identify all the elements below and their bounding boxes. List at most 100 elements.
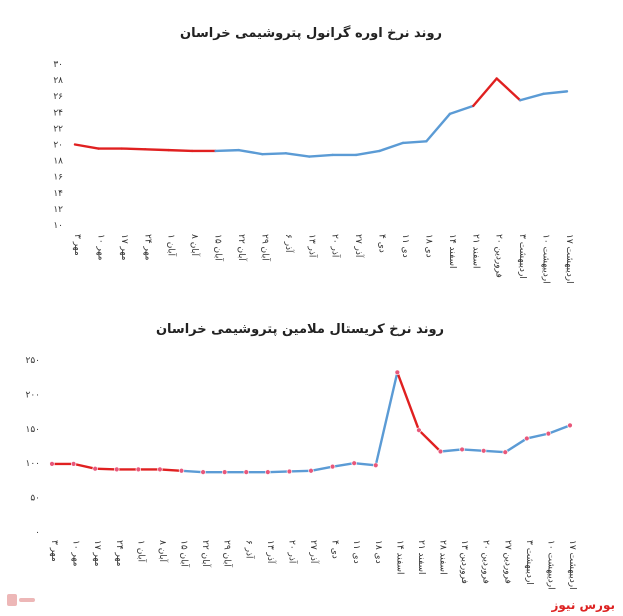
line-segment — [354, 149, 381, 157]
y-tick-label: ۵۰ — [30, 494, 40, 504]
x-tick-label: ۲۷ فروردین — [502, 540, 512, 584]
x-tick-label: ۱۵ آبان — [213, 234, 225, 261]
x-tick-label: ۲۰ فروردین — [481, 540, 491, 584]
x-tick-label: ۳ مهر — [49, 540, 59, 562]
y-tick-label: ۱۴ — [53, 189, 63, 199]
x-tick-label: ۴ دی — [330, 540, 340, 559]
line-segment — [542, 90, 569, 95]
line-segment — [120, 147, 147, 151]
x-tick-label: ۱۵ آبان — [179, 540, 191, 567]
line-segment — [308, 153, 334, 158]
y-tick-label: ۱۰ — [53, 221, 63, 231]
x-tick-label: ۱۱ دی — [351, 540, 361, 564]
x-tick-label: ۱۸ دی — [423, 234, 433, 258]
line-segment — [448, 104, 475, 116]
data-point — [114, 466, 120, 473]
data-point — [416, 427, 422, 433]
line-segment — [309, 465, 334, 472]
x-tick-label: ۱۰ اردیبهشت — [541, 234, 551, 284]
x-tick-label: ۱۳ آذر — [265, 540, 277, 564]
line-segment — [352, 461, 377, 467]
y-tick-label: ۲۵۰ — [25, 356, 40, 366]
data-point — [524, 435, 530, 442]
line-segment — [417, 428, 442, 453]
x-tick-label: ۲۰ آذر — [286, 540, 298, 564]
line-segment — [214, 148, 241, 153]
line-segment — [525, 432, 550, 440]
x-tick-label: ۲۱ اسفند — [416, 540, 426, 575]
chart-title: روند نرخ کریستال ملامین پتروشیمی خراسان — [156, 322, 444, 337]
x-tick-label: ۱۰ مهر — [71, 540, 81, 567]
data-point — [70, 461, 77, 467]
x-tick-label: ۲۰ آذر — [330, 234, 342, 258]
line-segment — [144, 148, 170, 152]
x-tick-label: ۲۲ آبان — [200, 540, 212, 567]
data-point — [437, 448, 444, 455]
x-tick-label: ۶ آذر — [283, 234, 295, 253]
data-point — [351, 460, 357, 466]
x-tick-label: ۲۸ اسفند — [438, 540, 448, 575]
x-tick-label: ۱۷ مهر — [119, 234, 129, 261]
data-point — [373, 462, 379, 468]
line-segment — [460, 448, 485, 453]
data-point — [459, 446, 465, 453]
data-point — [394, 369, 401, 376]
x-tick-label: ۱۰ اردیبهشت — [545, 540, 555, 590]
y-tick-label: ۱۶ — [53, 173, 63, 183]
y-tick-label: ۳۰ — [53, 60, 63, 70]
line-segment — [158, 468, 183, 472]
y-tick-label: ۱۲ — [53, 205, 63, 215]
y-tick-label: ۲۰۰ — [25, 390, 40, 400]
urea-price-chart: روند نرخ اوره گرانول پتروشیمی خراسان ۱۰ ۱… — [53, 25, 574, 284]
x-tick-label: ۳ اردیبهشت — [517, 234, 527, 279]
x-tick-label: ۱۱ دی — [400, 234, 410, 258]
data-point — [200, 469, 206, 475]
y-tick-label: ۱۸ — [53, 157, 63, 167]
x-tick-label: ۱۴ اسفند — [394, 540, 404, 575]
x-tick-label: ۱ آبان — [135, 540, 147, 563]
x-tick-label: ۶ آذر — [243, 540, 255, 559]
data-point — [157, 466, 163, 473]
line-segment — [266, 470, 291, 474]
x-tick-label: ۲۱ اسفند — [470, 234, 480, 269]
melamine-price-chart: روند نرخ کریستال ملامین پتروشیمی خراسان … — [25, 322, 577, 590]
x-tick-label: ۲۰ فروردین — [494, 234, 504, 278]
x-tick-label: ۴ دی — [377, 234, 387, 253]
line-segment — [93, 467, 118, 471]
x-tick-label: ۲۴ مهر — [114, 540, 124, 567]
line-segment — [518, 92, 545, 102]
x-tick-label: ۱۴ اسفند — [447, 234, 457, 269]
y-tick-label: ۰ — [35, 528, 40, 538]
line-segment — [495, 77, 522, 102]
data-point — [502, 449, 508, 455]
line-segment — [73, 143, 100, 150]
line-segment — [504, 437, 529, 454]
watermark-icon — [7, 594, 35, 606]
data-point — [135, 466, 142, 473]
x-tick-label: ۱۷ اردیبهشت — [567, 540, 577, 590]
data-point — [178, 468, 185, 474]
data-point — [265, 469, 271, 475]
line-segment — [288, 469, 313, 473]
line-segment — [237, 148, 264, 156]
line-segment — [401, 140, 428, 145]
x-tick-label: ۲۴ مهر — [142, 234, 152, 261]
data-point — [308, 468, 314, 474]
x-tick-label: ۸ آبان — [157, 540, 169, 563]
y-tick-label: ۲۴ — [53, 108, 63, 118]
line-segment — [439, 448, 464, 453]
x-tick-label: ۱۷ مهر — [92, 540, 102, 567]
x-tick-label: ۸ آبان — [189, 234, 201, 257]
line-segment — [482, 449, 507, 454]
line-segment — [547, 424, 572, 435]
line-segment — [472, 77, 498, 108]
x-tick-label: ۱۸ دی — [373, 540, 383, 564]
line-segment — [378, 141, 405, 153]
data-point — [567, 422, 573, 429]
chart-title: روند نرخ اوره گرانول پتروشیمی خراسان — [180, 25, 442, 41]
line-segment — [374, 371, 399, 467]
line-segment — [72, 462, 97, 470]
line-segment — [425, 112, 452, 143]
x-tick-label: ۲۷ آذر — [353, 234, 365, 258]
y-tick-label: ۱۵۰ — [25, 425, 40, 435]
